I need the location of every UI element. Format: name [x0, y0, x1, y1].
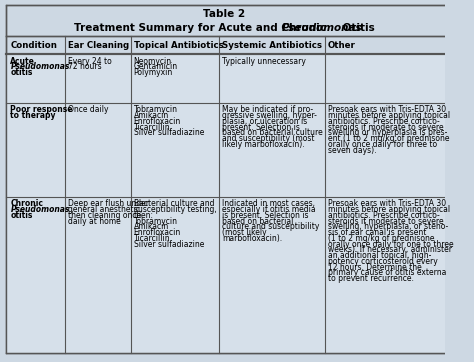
Text: susceptibility testing,: susceptibility testing, — [134, 205, 217, 214]
Text: and susceptibility (most: and susceptibility (most — [222, 134, 314, 143]
Text: sis of ear canal is present: sis of ear canal is present — [328, 228, 426, 237]
Text: an additional topical, high-: an additional topical, high- — [328, 251, 431, 260]
Text: gressive swelling, hyper-: gressive swelling, hyper- — [222, 111, 317, 120]
Text: then:: then: — [134, 211, 154, 220]
Text: Polymyxin: Polymyxin — [134, 68, 173, 77]
Text: swelling or hyperplasia is pres-: swelling or hyperplasia is pres- — [328, 129, 447, 138]
Text: otitis: otitis — [10, 211, 33, 220]
Text: Ear Cleaning: Ear Cleaning — [68, 41, 129, 50]
Text: otitis: otitis — [10, 68, 33, 77]
Text: Pseudomonas: Pseudomonas — [282, 22, 362, 33]
Text: orally once daily for one to three: orally once daily for one to three — [328, 240, 453, 249]
Text: primary cause of otitis externa: primary cause of otitis externa — [328, 269, 446, 277]
Text: present. Selection is: present. Selection is — [222, 123, 300, 132]
Text: Table 2: Table 2 — [203, 9, 246, 19]
Text: (1 to 2 mg/kg of prednisone: (1 to 2 mg/kg of prednisone — [328, 234, 434, 243]
Text: Condition: Condition — [11, 41, 58, 50]
Text: (most likely: (most likely — [222, 228, 266, 237]
Text: is present. Selection is: is present. Selection is — [222, 211, 308, 220]
Text: potency corticosteroid every: potency corticosteroid every — [328, 257, 438, 266]
Text: Silver sulfadiazine: Silver sulfadiazine — [134, 129, 204, 138]
Text: Enrofloxacin: Enrofloxacin — [134, 228, 181, 237]
Text: orally once daily for three to: orally once daily for three to — [328, 140, 437, 149]
Text: Deep ear flush under: Deep ear flush under — [68, 199, 149, 209]
Text: 12 hours. Determine the: 12 hours. Determine the — [328, 263, 421, 272]
Text: Pseudomonas: Pseudomonas — [10, 205, 70, 214]
FancyBboxPatch shape — [7, 54, 451, 102]
Text: minutes before applying topical: minutes before applying topical — [328, 205, 450, 214]
Text: Ticarcillin: Ticarcillin — [134, 123, 170, 132]
Text: Gentamicin: Gentamicin — [134, 62, 178, 71]
Text: Presoak ears with Tris-EDTA 30: Presoak ears with Tris-EDTA 30 — [328, 105, 446, 114]
FancyBboxPatch shape — [7, 5, 451, 353]
Text: Bacterial culture and: Bacterial culture and — [134, 199, 214, 209]
Text: Enrofloxacin: Enrofloxacin — [134, 117, 181, 126]
Text: Topical Antibiotics: Topical Antibiotics — [134, 41, 224, 50]
Text: Typically unnecessary: Typically unnecessary — [222, 56, 306, 66]
Text: Amikacin: Amikacin — [134, 111, 169, 120]
Text: likely marbofloxacin).: likely marbofloxacin). — [222, 140, 304, 149]
Text: Systemic Antibiotics: Systemic Antibiotics — [222, 41, 322, 50]
Text: plasia, or ulceration is: plasia, or ulceration is — [222, 117, 307, 126]
Text: Otitis: Otitis — [339, 22, 374, 33]
Text: antibiotics. Prescribe cortico-: antibiotics. Prescribe cortico- — [328, 211, 439, 220]
Text: marbofloxacin).: marbofloxacin). — [222, 234, 282, 243]
Text: Acute: Acute — [10, 56, 35, 66]
Text: seven days).: seven days). — [328, 146, 376, 155]
Text: steroids if moderate to severe: steroids if moderate to severe — [328, 123, 443, 132]
Text: Ticarcillin: Ticarcillin — [134, 234, 170, 243]
Text: Presoak ears with Tris-EDTA 30: Presoak ears with Tris-EDTA 30 — [328, 199, 446, 209]
Text: ent (1 to 2 mg/kg of prednisone: ent (1 to 2 mg/kg of prednisone — [328, 134, 449, 143]
Text: general anesthetic;: general anesthetic; — [68, 205, 142, 214]
Text: based on bacterial: based on bacterial — [222, 217, 293, 226]
Text: Other: Other — [328, 41, 356, 50]
Text: Tobramycin: Tobramycin — [134, 217, 178, 226]
Text: Tobramycin: Tobramycin — [134, 105, 178, 114]
Text: culture and susceptibility: culture and susceptibility — [222, 223, 319, 231]
Text: Treatment Summary for Acute and Chronic Pseudomonas Otitis: Treatment Summary for Acute and Chronic … — [38, 22, 411, 33]
Text: Every 24 to: Every 24 to — [68, 56, 111, 66]
Text: Neomycin: Neomycin — [134, 56, 172, 66]
Text: to therapy: to therapy — [10, 111, 56, 120]
Text: especially if otitis media: especially if otitis media — [222, 205, 315, 214]
Text: daily at home: daily at home — [68, 217, 120, 226]
Text: Silver sulfadiazine: Silver sulfadiazine — [134, 240, 204, 249]
Text: steroids if moderate to severe: steroids if moderate to severe — [328, 217, 443, 226]
Text: Treatment Summary for Acute and Chronic: Treatment Summary for Acute and Chronic — [74, 22, 329, 33]
FancyBboxPatch shape — [7, 197, 451, 353]
Text: weeks). If necessary, administer: weeks). If necessary, administer — [328, 245, 452, 254]
Text: Amikacin: Amikacin — [134, 223, 169, 231]
Text: Poor response: Poor response — [10, 105, 73, 114]
Text: Pseudomonas: Pseudomonas — [10, 62, 70, 71]
Text: Chronic: Chronic — [10, 199, 44, 209]
Text: Once daily: Once daily — [68, 105, 108, 114]
Text: to prevent recurrence.: to prevent recurrence. — [328, 274, 413, 283]
Text: 72 hours: 72 hours — [68, 62, 101, 71]
Text: Indicated in most cases,: Indicated in most cases, — [222, 199, 315, 209]
FancyBboxPatch shape — [7, 102, 451, 197]
Text: minutes before applying topical: minutes before applying topical — [328, 111, 450, 120]
Text: based on bacterial culture: based on bacterial culture — [222, 129, 323, 138]
Text: May be indicated if pro-: May be indicated if pro- — [222, 105, 313, 114]
Text: swelling, hyperplasia, or steno-: swelling, hyperplasia, or steno- — [328, 223, 448, 231]
Text: antibiotics. Prescribe cortico-: antibiotics. Prescribe cortico- — [328, 117, 439, 126]
Text: then cleaning once: then cleaning once — [68, 211, 141, 220]
